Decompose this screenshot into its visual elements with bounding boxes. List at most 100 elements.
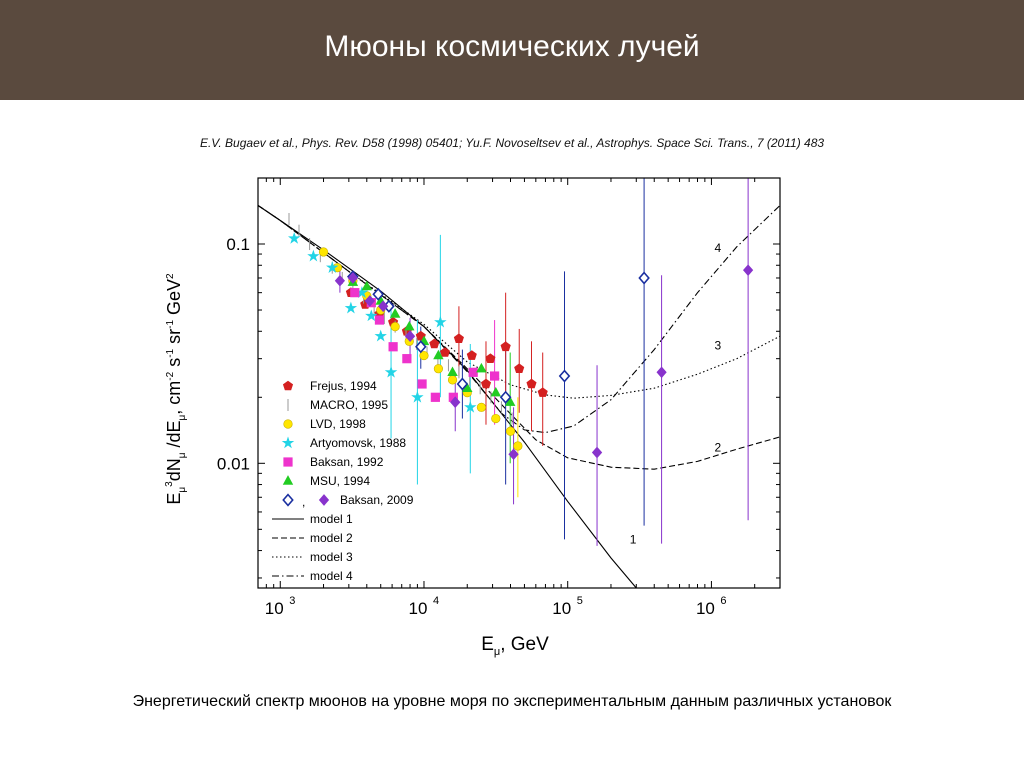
citation: E.V. Bugaev et al., Phys. Rev. D58 (1998… — [199, 136, 825, 150]
x-tick-label: 10 — [265, 599, 284, 618]
data-point-square — [374, 315, 385, 325]
data-point-pentagon — [429, 338, 440, 349]
data-point-pentagon — [500, 341, 511, 352]
data-point-star — [434, 315, 447, 328]
data-point-pentagon — [466, 350, 477, 360]
data-point-circle — [491, 413, 501, 424]
model-label-3: 3 — [714, 339, 721, 353]
data-point-diamond — [347, 272, 358, 284]
data-point-pentagon — [526, 378, 537, 389]
data-point-square — [350, 288, 360, 298]
plot-frame — [257, 177, 781, 589]
data-point-square — [388, 342, 398, 352]
legend-marker — [282, 475, 294, 485]
data-point-circle — [476, 402, 487, 412]
x-tick-exponent: 5 — [577, 595, 583, 607]
data-point-star — [365, 309, 378, 322]
data-point-diamond — [334, 274, 345, 287]
data-point-triangle — [490, 386, 502, 397]
legend-label: MACRO, 1995 — [310, 398, 388, 412]
header-bar: Мюоны космических лучей — [0, 0, 1024, 100]
data-point-diamond — [638, 271, 650, 285]
axes: 10 3 10 4 10 5 10 6 0.01 0.1 Eμ, GeV Eμ3dNμ /dEμ, c… — [164, 177, 781, 658]
data-point-diamond — [404, 330, 416, 342]
legend-label: Frejus, 1994 — [310, 379, 377, 393]
data-point-diamond — [591, 446, 603, 459]
legend-label: Baksan, 2009 — [340, 493, 414, 507]
x-tick-exponent: 6 — [720, 595, 726, 607]
data-point-circle — [419, 350, 429, 361]
data-point-diamond — [499, 390, 512, 404]
data-point-diamond — [456, 377, 469, 391]
data-point-diamond — [377, 300, 389, 313]
data-point-pentagon — [439, 347, 451, 357]
data-point-star — [384, 365, 398, 378]
legend-marker — [283, 419, 293, 429]
data-points — [287, 213, 754, 461]
data-point-pentagon — [453, 333, 464, 343]
legend-marker — [283, 457, 293, 467]
x-tick-exponent: 4 — [433, 595, 439, 607]
legend-label: model 1 — [310, 512, 353, 526]
legend-label: model 2 — [310, 531, 353, 545]
data-point-pentagon — [480, 378, 492, 389]
x-tick-exponent: 3 — [289, 595, 295, 607]
legend-marker — [282, 380, 294, 391]
data-point-circle — [447, 375, 458, 385]
data-point-triangle — [433, 349, 444, 360]
model-label-1: 1 — [630, 533, 637, 547]
data-point-square — [468, 367, 478, 377]
data-point-circle — [433, 364, 444, 374]
model-label-2: 2 — [714, 441, 721, 455]
data-point-star — [325, 261, 339, 273]
data-point-diamond — [656, 366, 667, 379]
x-tick-label: 10 — [552, 599, 571, 618]
legend-label: Baksan, 1992 — [310, 455, 384, 469]
data-point-circle — [390, 322, 400, 332]
data-point-star — [307, 249, 320, 262]
legend-label: LVD, 1998 — [310, 417, 366, 431]
page-title: Мюоны космических лучей — [324, 30, 700, 63]
data-point-pentagon — [514, 363, 525, 373]
y-tick-label: 0.01 — [217, 454, 250, 473]
data-point-star — [464, 400, 477, 413]
legend-label: model 3 — [310, 550, 353, 564]
legend-separator: , — [302, 495, 305, 509]
y-tick-label: 0.1 — [226, 235, 250, 254]
data-point-diamond — [508, 448, 519, 461]
data-point-diamond — [364, 295, 376, 307]
data-point-diamond — [450, 396, 461, 409]
data-point-pentagon — [537, 387, 548, 397]
data-point-circle — [505, 426, 516, 436]
x-axis-label: Eμ, GeV — [481, 634, 549, 658]
data-point-square — [430, 392, 440, 402]
data-point-star — [287, 231, 301, 244]
data-point-star — [374, 329, 387, 342]
data-point-square — [490, 371, 500, 381]
legend-label: model 4 — [310, 569, 353, 583]
legend-marker — [282, 493, 294, 507]
data-point-circle — [318, 247, 329, 257]
muon-spectrum-chart: 10 3 10 4 10 5 10 6 0.01 0.1 Eμ, GeV Eμ3dNμ /dEμ, c… — [164, 177, 781, 658]
legend-label: MSU, 1994 — [310, 474, 370, 488]
data-point-diamond — [415, 340, 427, 354]
error-bars — [339, 178, 749, 546]
legend: Frejus, 1994 MACRO, 1995 LVD, 1998 Artyomov… — [272, 379, 414, 583]
data-point-diamond — [558, 369, 571, 383]
x-tick-label: 10 — [409, 599, 428, 618]
y-axis-label: Eμ3dNμ /dEμ, cm-2 s-1 sr-1 GeV2 — [164, 273, 188, 505]
data-point-triangle — [476, 362, 487, 373]
figure-caption: Энергетический спектр мюонов на уровне м… — [132, 693, 892, 710]
data-point-star — [344, 301, 358, 314]
model-label-4: 4 — [714, 241, 721, 255]
data-point-star — [411, 390, 424, 403]
data-point-square — [417, 379, 427, 389]
legend-marker — [281, 436, 295, 449]
model-curve-4 — [258, 204, 780, 434]
data-point-triangle — [403, 320, 415, 331]
data-point-triangle — [447, 366, 458, 376]
data-point-diamond — [743, 264, 754, 276]
legend-label: Artyomovsk, 1988 — [310, 436, 406, 450]
data-point-circle — [513, 441, 523, 451]
data-point-triangle — [389, 308, 401, 318]
